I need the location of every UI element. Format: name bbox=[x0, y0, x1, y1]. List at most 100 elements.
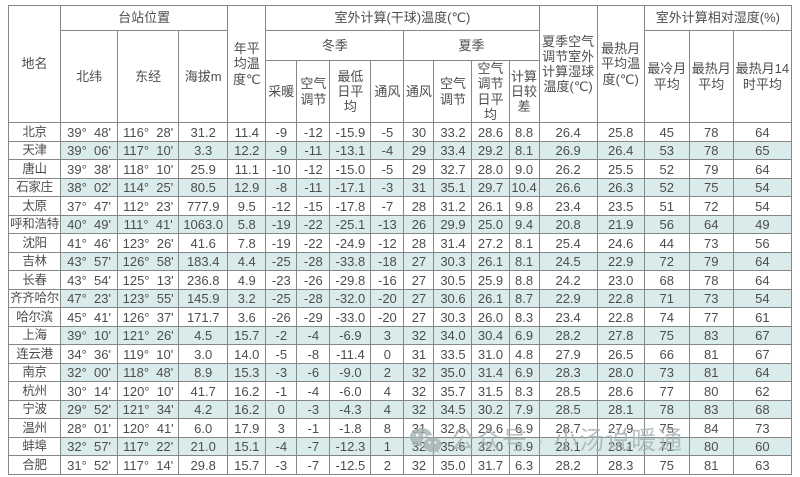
header-winter-ventilation: 通风 bbox=[370, 59, 405, 124]
cell-summer_wet_bulb: 25.4 bbox=[538, 233, 598, 253]
cell-rh_hottest_month_14h: 64 bbox=[732, 362, 793, 383]
cell-east_longitude: 112° 23' bbox=[117, 196, 180, 216]
cell-rh_coldest_month: 74 bbox=[643, 307, 690, 327]
table-row: 杭州 30° 14' 120° 10' 41.7 16.2 -1 -4 -6.0 4 32 35.7… bbox=[7, 381, 793, 401]
cell-summer_ac: 32.8 bbox=[433, 418, 473, 438]
cell-rh_coldest_month: 75 bbox=[643, 418, 690, 438]
cell-winter_vent: -5 bbox=[370, 122, 405, 142]
cell-rh_coldest_month: 75 bbox=[643, 325, 690, 346]
cell-rh_hottest_month_14h: 49 bbox=[732, 214, 793, 235]
cell-rh_hottest_month: 84 bbox=[688, 418, 734, 438]
cell-summer_ac: 33.2 bbox=[433, 122, 473, 142]
cell-winter_vent: -13 bbox=[370, 214, 405, 235]
cell-north_latitude: 39° 48' bbox=[60, 122, 119, 142]
cell-summer_ac_daily: 26.0 bbox=[471, 307, 510, 327]
cell-annual_avg_temp: 11.1 bbox=[227, 159, 267, 179]
cell-winter_ac: -11 bbox=[296, 177, 331, 198]
cell-altitude: 3.3 bbox=[178, 140, 229, 161]
cell-summer_ac_daily: 32.0 bbox=[471, 436, 510, 457]
cell-winter_ac: -3 bbox=[296, 399, 331, 420]
cell-altitude: 80.5 bbox=[178, 177, 229, 198]
cell-summer_wet_bulb: 28.7 bbox=[538, 418, 598, 438]
cell-place: 长春 bbox=[7, 270, 62, 290]
cell-north_latitude: 31° 52' bbox=[60, 455, 119, 475]
cell-summer_daily_range: 8.8 bbox=[508, 122, 540, 142]
cell-summer_vent: 28 bbox=[403, 233, 435, 253]
table-row: 连云港 34° 36' 119° 10' 3.0 14.0 -5 -8 -11.4 0 31 33.… bbox=[7, 344, 793, 364]
cell-summer_vent: 32 bbox=[403, 436, 435, 457]
cell-rh_hottest_month: 72 bbox=[688, 196, 734, 216]
cell-north_latitude: 37° 47' bbox=[60, 196, 119, 216]
cell-winter_vent: 4 bbox=[370, 399, 405, 420]
header-winter-min-daily: 最低日平均 bbox=[329, 59, 372, 124]
cell-altitude: 171.7 bbox=[178, 307, 229, 327]
cell-annual_avg_temp: 14.0 bbox=[227, 344, 267, 364]
cell-summer_vent: 32 bbox=[403, 325, 435, 346]
cell-rh_coldest_month: 53 bbox=[643, 140, 690, 161]
cell-altitude: 25.9 bbox=[178, 159, 229, 179]
cell-winter_heating: -9 bbox=[265, 122, 298, 142]
cell-place: 呼和浩特 bbox=[7, 214, 62, 235]
cell-east_longitude: 118° 48' bbox=[117, 362, 180, 383]
cell-rh_hottest_month: 81 bbox=[688, 362, 734, 383]
cell-summer_wet_bulb: 28.1 bbox=[538, 436, 598, 457]
cell-summer_wet_bulb: 23.4 bbox=[538, 196, 598, 216]
cell-winter_min_daily: -33.8 bbox=[329, 251, 372, 272]
table-body: 北京 39° 48' 116° 28' 31.2 11.4 -9 -12 -15.9 -5 30 3… bbox=[7, 122, 793, 475]
header-east-longitude: 东经 bbox=[117, 29, 180, 124]
cell-annual_avg_temp: 11.4 bbox=[227, 122, 267, 142]
cell-winter_heating: -12 bbox=[265, 196, 298, 216]
cell-winter_vent: 3 bbox=[370, 325, 405, 346]
table-row: 沈阳 41° 46' 123° 26' 41.6 7.8 -19 -22 -24.9 -12 28… bbox=[7, 233, 793, 253]
cell-place: 上海 bbox=[7, 325, 62, 346]
header-winter-ac: 空气调节 bbox=[296, 59, 331, 124]
cell-rh_hottest_month: 73 bbox=[688, 233, 734, 253]
cell-summer_vent: 26 bbox=[403, 214, 435, 235]
cell-hottest_month_avg_temp: 26.5 bbox=[596, 344, 645, 364]
cell-winter_vent: 4 bbox=[370, 381, 405, 401]
cell-east_longitude: 118° 10' bbox=[117, 159, 180, 179]
cell-summer_vent: 31 bbox=[403, 177, 435, 198]
cell-altitude: 145.9 bbox=[178, 288, 229, 309]
cell-winter_min_daily: -13.1 bbox=[329, 140, 372, 161]
cell-rh_hottest_month: 64 bbox=[688, 214, 734, 235]
cell-summer_wet_bulb: 24.5 bbox=[538, 251, 598, 272]
cell-summer_ac: 35.0 bbox=[433, 362, 473, 383]
cell-north_latitude: 28° 01' bbox=[60, 418, 119, 438]
cell-summer_ac_daily: 26.1 bbox=[471, 196, 510, 216]
header-outdoor-rh: 室外计算相对湿度(%) bbox=[643, 5, 793, 31]
cell-winter_heating: -19 bbox=[265, 233, 298, 253]
cell-summer_ac_daily: 29.6 bbox=[471, 418, 510, 438]
cell-winter_vent: -20 bbox=[370, 288, 405, 309]
cell-winter_heating: -25 bbox=[265, 251, 298, 272]
cell-summer_wet_bulb: 28.3 bbox=[538, 362, 598, 383]
cell-winter_min_daily: -29.8 bbox=[329, 270, 372, 290]
cell-north_latitude: 43° 54' bbox=[60, 270, 119, 290]
cell-summer_ac: 30.3 bbox=[433, 307, 473, 327]
cell-summer_daily_range: 8.8 bbox=[508, 270, 540, 290]
cell-winter_ac: -22 bbox=[296, 214, 331, 235]
cell-rh_hottest_month_14h: 73 bbox=[732, 418, 793, 438]
cell-annual_avg_temp: 15.7 bbox=[227, 455, 267, 475]
cell-summer_ac: 34.5 bbox=[433, 399, 473, 420]
cell-winter_min_daily: -11.4 bbox=[329, 344, 372, 364]
cell-summer_wet_bulb: 22.9 bbox=[538, 288, 598, 309]
cell-rh_coldest_month: 75 bbox=[643, 455, 690, 475]
cell-summer_wet_bulb: 26.4 bbox=[538, 122, 598, 142]
cell-summer_vent: 27 bbox=[403, 307, 435, 327]
cell-north_latitude: 29° 52' bbox=[60, 399, 119, 420]
table-row: 齐齐哈尔 47° 23' 123° 55' 145.9 3.2 -25 -28 -32.0 -2… bbox=[7, 288, 793, 309]
header-hottest-month-avg-temp: 最热月平均温度(℃) bbox=[596, 4, 645, 124]
cell-rh_coldest_month: 77 bbox=[643, 381, 690, 401]
table-header: 地名 台站位置 年平均温度℃ 室外计算(干球)温度(℃) 夏季空气调节室外计算湿… bbox=[7, 4, 793, 124]
cell-summer_wet_bulb: 23.4 bbox=[538, 307, 598, 327]
cell-summer_ac_daily: 25.0 bbox=[471, 214, 510, 235]
header-winter-heating: 采暖 bbox=[265, 59, 298, 124]
cell-summer_wet_bulb: 20.8 bbox=[538, 214, 598, 235]
cell-winter_heating: 0 bbox=[265, 399, 298, 420]
cell-north_latitude: 40° 49' bbox=[60, 214, 119, 235]
cell-summer_vent: 29 bbox=[403, 140, 435, 161]
cell-altitude: 4.2 bbox=[178, 399, 229, 420]
cell-rh_hottest_month: 79 bbox=[688, 251, 734, 272]
cell-rh_coldest_month: 78 bbox=[643, 399, 690, 420]
